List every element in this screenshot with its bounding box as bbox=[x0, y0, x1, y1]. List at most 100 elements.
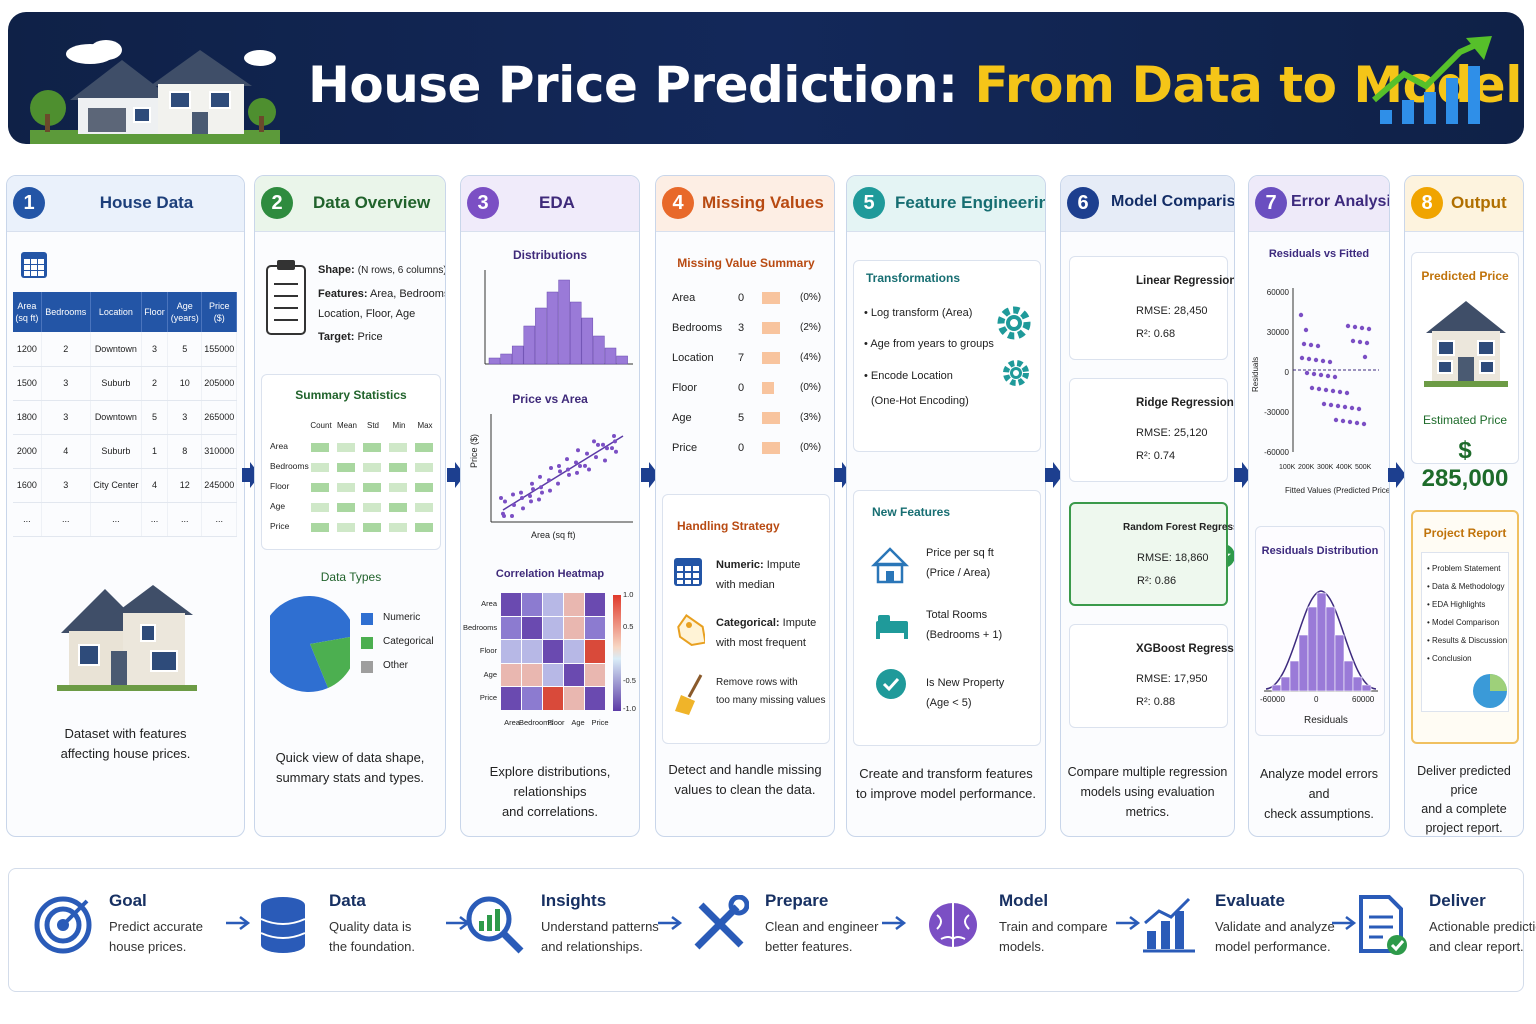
feature-is-new: Is New Property bbox=[926, 677, 1005, 689]
panel-caption: Explore distributions, relationships and… bbox=[465, 762, 635, 822]
caption-line: check assumptions. bbox=[1264, 807, 1374, 821]
caption-line: models using evaluation metrics. bbox=[1080, 785, 1215, 819]
step-description: Quality data is the foundation. bbox=[329, 917, 459, 957]
distribution-histogram bbox=[484, 270, 633, 365]
rmse-value: 17,950 bbox=[1173, 673, 1208, 685]
residual-point bbox=[1311, 371, 1317, 377]
scatter-point bbox=[613, 439, 617, 444]
scatter-point bbox=[594, 455, 598, 460]
heatmap-col-label: Floor bbox=[547, 718, 565, 727]
panel-caption: Compare multiple regression models using… bbox=[1065, 762, 1230, 822]
panel-title: EDA bbox=[539, 193, 575, 212]
summary-cell bbox=[389, 503, 407, 512]
residual-dist-x-tick: -60000 bbox=[1260, 695, 1285, 704]
residual-point bbox=[1366, 326, 1372, 332]
table-cell: 1600 bbox=[13, 468, 42, 503]
target-info: Target: Price bbox=[318, 331, 383, 343]
heatmap-cell bbox=[543, 687, 563, 710]
step-title: Deliver bbox=[1429, 891, 1486, 910]
step-description: Understand patterns and relationships. bbox=[541, 917, 671, 957]
table-cell: 2000 bbox=[13, 434, 42, 469]
new-features-card: New Features Price per sq ft (Price / Ar… bbox=[853, 490, 1041, 746]
residual-point bbox=[1303, 327, 1309, 333]
missing-row-count: 0 bbox=[738, 442, 745, 454]
missing-row-count: 0 bbox=[738, 382, 745, 394]
correlation-heatmap bbox=[501, 593, 607, 711]
model-name: Random Forest Regressor bbox=[1123, 522, 1234, 533]
panel-header: 7 Error Analysis bbox=[1249, 176, 1389, 232]
table-cell: 3 bbox=[141, 332, 169, 367]
legend-categorical: Categorical bbox=[383, 636, 434, 647]
residual-x-tick: 400K bbox=[1336, 464, 1353, 471]
residual-y-tick: 30000 bbox=[1266, 328, 1289, 337]
residual-point bbox=[1364, 340, 1370, 346]
table-cell: 3 bbox=[41, 468, 91, 503]
heatmap-cell bbox=[585, 593, 605, 616]
table-header-cell: Location bbox=[90, 292, 142, 332]
scatter-point bbox=[592, 439, 596, 444]
heatmap-scale-label: 1.0 bbox=[623, 590, 634, 599]
heatmap-cell bbox=[522, 640, 542, 663]
summary-cell bbox=[363, 503, 381, 512]
strategy-remove-line2: too many missing values bbox=[716, 695, 826, 706]
card-title: Transformations bbox=[866, 271, 961, 285]
scatter-point bbox=[540, 490, 544, 495]
project-report-card: Project Report • Problem Statement • Data… bbox=[1411, 510, 1519, 744]
heatmap-col-label: Age bbox=[571, 718, 585, 727]
scatter-point bbox=[548, 488, 552, 493]
heatmap-cell bbox=[585, 663, 605, 686]
scatter-point bbox=[578, 464, 582, 469]
summary-cell bbox=[363, 463, 381, 472]
legend-swatch-categorical bbox=[361, 637, 373, 649]
scatter-point bbox=[539, 485, 543, 490]
summary-column-header: Max bbox=[417, 421, 433, 430]
flow-arrow-icon bbox=[447, 462, 465, 488]
heatmap-cell bbox=[522, 687, 542, 710]
target-icon bbox=[34, 896, 92, 954]
table-cell: 245000 bbox=[201, 468, 237, 503]
residual-point bbox=[1306, 356, 1312, 362]
heatmap-cell bbox=[585, 616, 605, 639]
step-desc-line: models. bbox=[999, 939, 1045, 954]
header-text: Floor bbox=[144, 307, 165, 317]
heatmap-cell bbox=[501, 663, 521, 686]
report-item: • Results & Discussion bbox=[1427, 636, 1508, 645]
step-desc-line: Quality data is bbox=[329, 919, 412, 934]
report-item: • Data & Methodology bbox=[1427, 582, 1505, 591]
panel-header: 1 House Data bbox=[7, 176, 244, 232]
residual-point bbox=[1327, 359, 1333, 365]
histogram-bar bbox=[546, 291, 559, 365]
histogram-bar bbox=[535, 307, 547, 365]
scatter-point bbox=[549, 466, 553, 470]
residual-x-tick: 200K bbox=[1298, 464, 1315, 471]
flow-arrow-icon bbox=[641, 462, 659, 488]
table-cell: 2 bbox=[141, 366, 169, 401]
step-desc-line: model performance. bbox=[1215, 939, 1331, 954]
panel-title: Missing Values bbox=[702, 193, 824, 212]
target-label: Target: bbox=[318, 331, 355, 343]
caption-line: Analyze model errors and bbox=[1259, 767, 1379, 801]
card-title: Missing Value Summary bbox=[677, 256, 815, 270]
histogram-bar bbox=[581, 317, 594, 365]
report-item: • Problem Statement bbox=[1427, 564, 1501, 573]
residual-hist-bar bbox=[1298, 634, 1309, 692]
report-item-text: EDA Highlights bbox=[1432, 600, 1486, 609]
summary-row-label: Age bbox=[270, 501, 286, 511]
caption-line: affecting house prices. bbox=[60, 746, 191, 761]
flow-arrow-icon bbox=[1045, 462, 1063, 488]
missing-row-count: 5 bbox=[738, 412, 745, 424]
summary-cell bbox=[337, 523, 355, 532]
table-cell: Suburb bbox=[90, 434, 142, 469]
pie-slice-numeric bbox=[270, 595, 328, 692]
rmse-label: RMSE: bbox=[1136, 427, 1171, 439]
table-header-cell: Area (sq ft) bbox=[13, 292, 42, 332]
summary-cell bbox=[389, 483, 407, 492]
summary-cell bbox=[311, 443, 329, 452]
step-description: Actionable predictions and clear report. bbox=[1429, 917, 1536, 957]
model-name: Ridge Regression bbox=[1136, 397, 1234, 409]
residuals-scatter bbox=[1292, 288, 1379, 452]
model-r2: R²: 0.68 bbox=[1136, 328, 1175, 340]
strategy-numeric: Numeric: Impute bbox=[716, 559, 800, 571]
step-description: Validate and analyze model performance. bbox=[1215, 917, 1345, 957]
summary-column-header: Mean bbox=[336, 421, 357, 430]
